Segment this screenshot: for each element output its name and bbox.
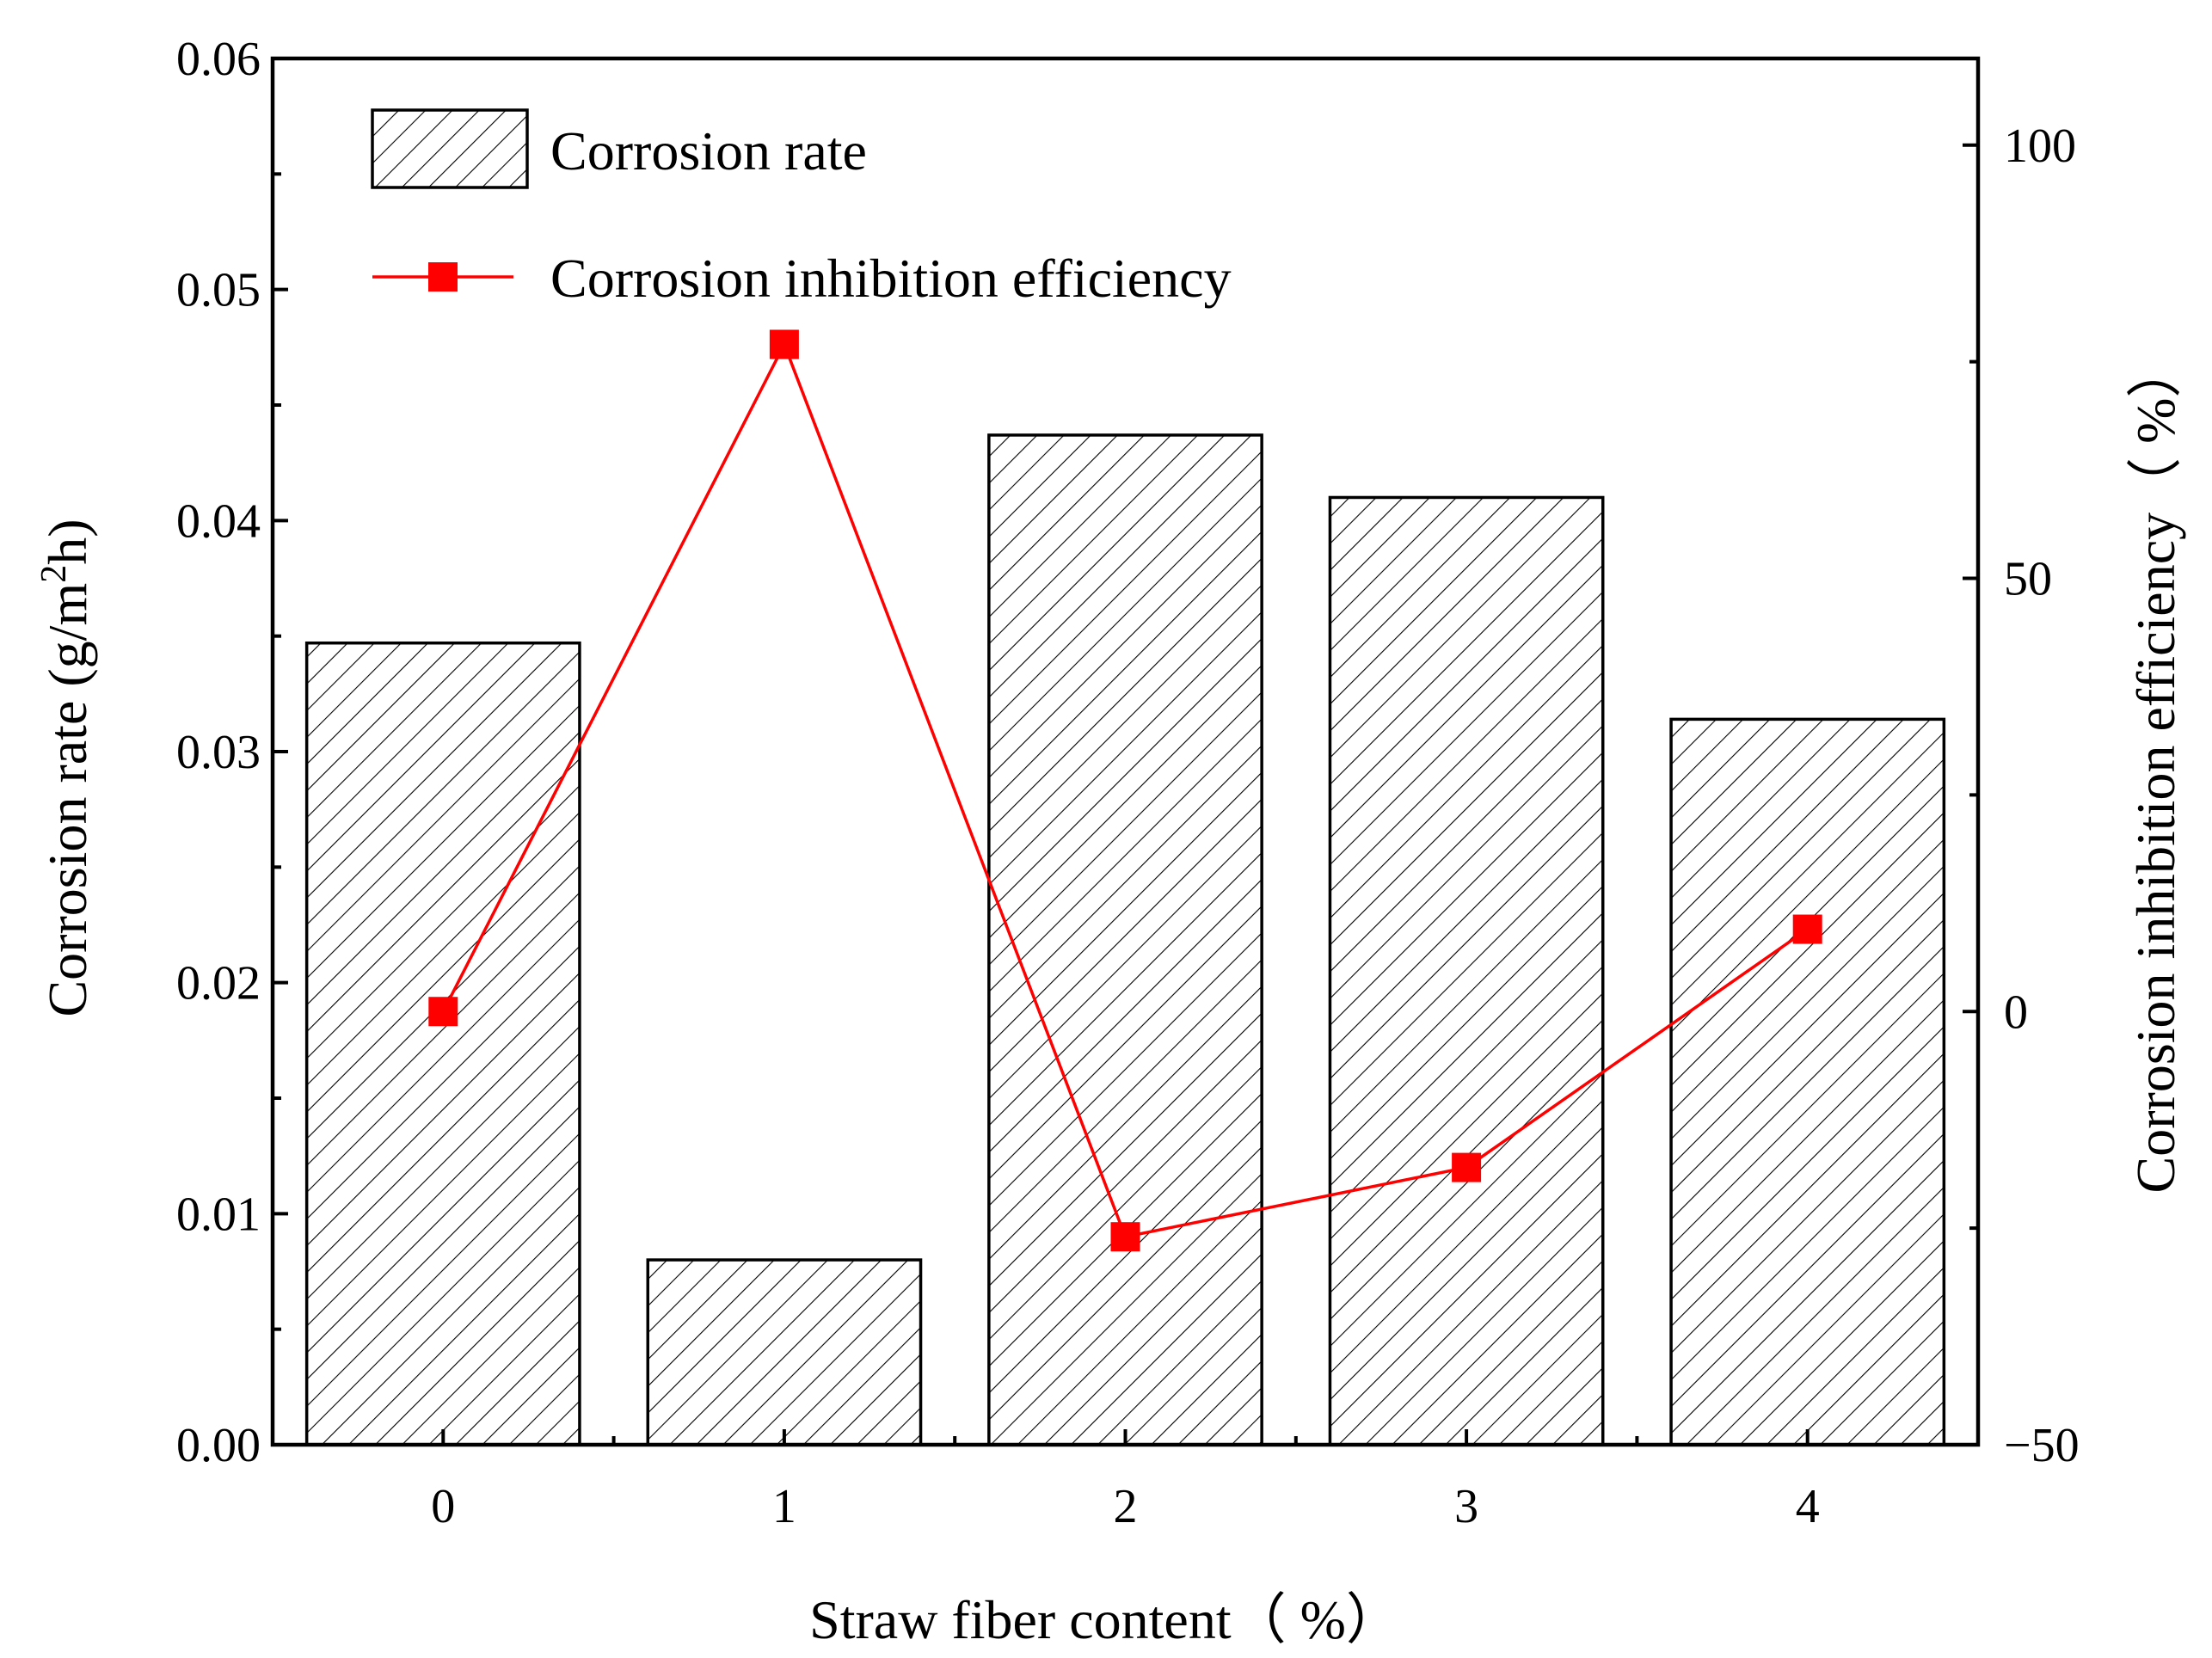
efficiency-marker-2: [1110, 1222, 1140, 1252]
efficiency-line-layer: [428, 329, 1822, 1252]
bar-0: [304, 641, 581, 1446]
y-left-tick-label: 0.01: [176, 1188, 261, 1241]
bar-4: [1669, 717, 1946, 1446]
x-tick-label: 2: [1114, 1480, 1138, 1533]
legend: Corrosion rate Corrosion inhibition effi…: [371, 108, 1232, 309]
y-left-tick-label: 0.03: [176, 726, 261, 779]
y-left-tick-label: 0.00: [176, 1419, 261, 1472]
bars-layer: [304, 433, 1946, 1446]
efficiency-marker-4: [1792, 914, 1822, 944]
x-tick-label: 4: [1796, 1480, 1820, 1533]
efficiency-marker-3: [1452, 1152, 1482, 1182]
bar-3: [1328, 495, 1605, 1446]
y-left-tick-label: 0.02: [176, 957, 261, 1010]
y-right-tick-label: 100: [2004, 120, 2076, 173]
efficiency-marker-0: [428, 997, 458, 1027]
axis-ticks: [271, 57, 1980, 1446]
y-right-axis-title: Corrosion inhibition efficiency（ %）: [2125, 343, 2186, 1194]
y-left-tick-label: 0.06: [176, 33, 261, 86]
y-right-tick-label: −50: [2004, 1419, 2080, 1472]
tick-labels: 0.00 0.01 0.02 0.03 0.04 0.05 0.06 −50 0 50 100 0 1 2…: [176, 33, 2080, 1533]
legend-label-corrosion-rate: Corrosion rate: [550, 120, 867, 181]
y-left-tick-label: 0.05: [176, 264, 261, 317]
y-left-axis-title: Corrosion rate (g/m2h): [34, 519, 98, 1016]
y-right-tick-label: 50: [2004, 553, 2052, 606]
y-left-tick-label: 0.04: [176, 494, 261, 548]
x-tick-label: 0: [431, 1480, 455, 1533]
legend-swatch-marker: [428, 262, 458, 292]
y-right-tick-label: 0: [2004, 986, 2028, 1039]
x-axis-title: Straw fiber content（ %）: [809, 1589, 1401, 1650]
x-tick-label: 3: [1454, 1480, 1478, 1533]
legend-label-inhibition-efficiency: Corrosion inhibition efficiency: [550, 248, 1232, 309]
legend-swatch-bar: [371, 108, 529, 189]
efficiency-marker-1: [769, 329, 799, 359]
bar-2: [987, 433, 1263, 1446]
x-tick-label: 1: [772, 1480, 796, 1533]
bar-1: [646, 1258, 923, 1446]
